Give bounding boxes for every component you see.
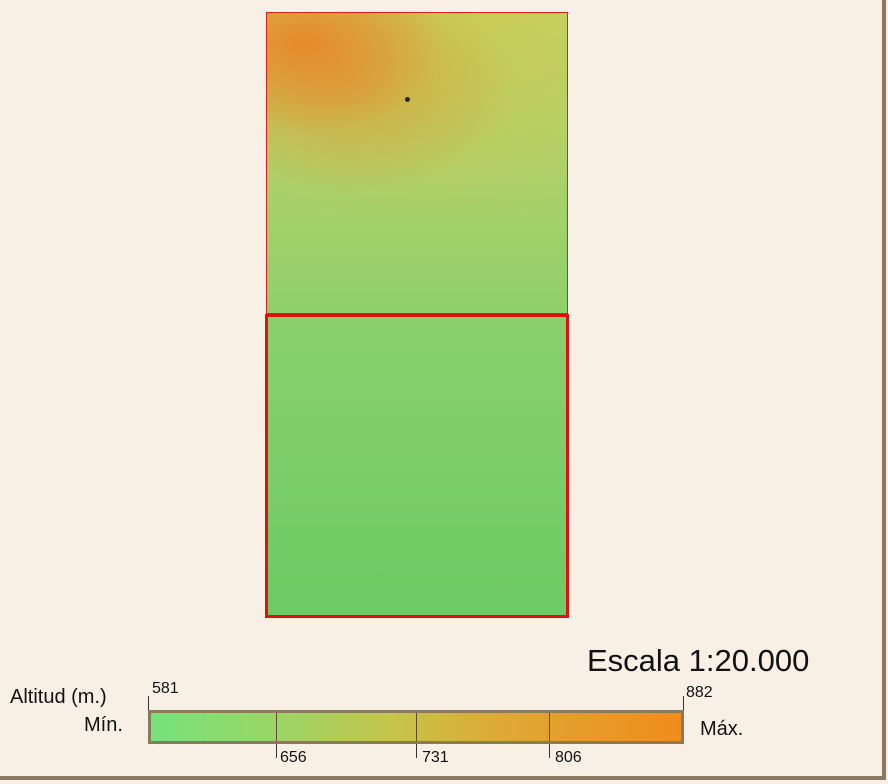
legend-max-value: 882 — [686, 684, 713, 701]
colorbar-division — [276, 713, 277, 741]
legend-tick — [416, 744, 417, 758]
legend-min-tick — [148, 696, 149, 710]
legend-tick — [276, 744, 277, 758]
colorbar-division — [549, 713, 550, 741]
elevation-map-tile-south-selected — [265, 314, 569, 618]
legend-max-label: Máx. — [700, 718, 744, 740]
legend-tick-label: 731 — [422, 749, 449, 766]
elevation-map-tile-north — [266, 12, 568, 314]
legend-max-tick — [683, 696, 684, 710]
legend-min-label: Mín. — [84, 714, 123, 736]
legend-min-value: 581 — [152, 680, 179, 697]
legend-tick — [549, 744, 550, 758]
legend-title: Altitud (m.) — [10, 686, 107, 708]
legend-tick-label: 656 — [280, 749, 307, 766]
colorbar-division — [416, 713, 417, 741]
legend-tick-label: 806 — [555, 749, 582, 766]
map-scale: Escala 1:20.000 — [587, 643, 810, 678]
altitude-colorbar — [148, 710, 684, 744]
point-marker — [405, 97, 410, 102]
